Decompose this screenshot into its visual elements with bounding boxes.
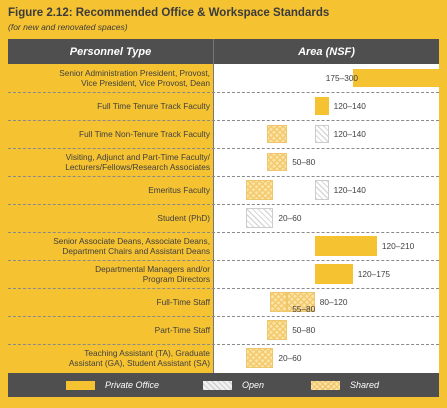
personnel-row-label: Teaching Assistant (TA), Graduate Assista… (68, 348, 210, 368)
legend-shared-label: Shared (350, 380, 380, 390)
legend-open-swatch (203, 380, 232, 390)
personnel-row-label: Part-Time Staff (154, 325, 210, 335)
legend-private-swatch (66, 380, 95, 390)
row-divider (8, 316, 439, 317)
personnel-type-header: Personnel Type (8, 39, 213, 64)
standards-table: Personnel Type Area (NSF) 175–300 120–140… (8, 39, 439, 397)
legend-open: Open (203, 373, 264, 397)
legend-shared-swatch (311, 380, 340, 390)
range-label: 50–80 (292, 157, 316, 167)
range-label: 120–140 (333, 129, 366, 139)
range-label: 20–60 (278, 213, 302, 223)
row-divider (8, 232, 439, 233)
legend-open-label: Open (242, 380, 265, 390)
shared-bar (266, 320, 288, 340)
row-divider (8, 176, 439, 177)
legend-shared: Shared (311, 373, 379, 397)
range-label: 120–210 (381, 241, 415, 251)
private-bar (314, 236, 377, 256)
open-bar (314, 180, 329, 200)
legend-private: Private Office (66, 373, 159, 397)
column-divider (213, 39, 214, 374)
open-bar (245, 208, 274, 228)
private-bar (314, 264, 353, 284)
shared-bar (287, 292, 315, 312)
open-bar (314, 125, 329, 143)
row-divider (8, 344, 439, 345)
plot-area: 175–300 120–140 120–140 50–80 120–140 20–60 12… (214, 64, 439, 374)
shared-bar (266, 153, 288, 171)
row-divider (8, 92, 439, 93)
personnel-row-label: Full Time Non-Tenure Track Faculty (79, 129, 210, 139)
figure-title: Figure 2.12: Recommended Office & Worksp… (8, 7, 330, 19)
row-divider (8, 260, 439, 261)
figure-subtitle: (for new and renovated spaces) (8, 22, 128, 32)
range-label: 80–120 (319, 297, 348, 307)
range-label: 20–60 (278, 353, 302, 363)
shared-bar (245, 180, 274, 200)
range-label: 120–140 (333, 185, 366, 195)
area-header: Area (NSF) (214, 39, 439, 64)
row-divider (8, 204, 439, 205)
personnel-row-label: Emeritus Faculty (148, 185, 210, 195)
range-label: 175–300 (325, 73, 359, 83)
legend: Private Office Open Shared (8, 373, 439, 397)
personnel-row-label: Visiting, Adjunct and Part-Time Faculty/… (65, 152, 210, 172)
personnel-row-label: Departmental Managers and/or Program Dire… (95, 264, 210, 284)
row-divider (8, 120, 439, 121)
personnel-row-label: Full Time Tenure Track Faculty (97, 101, 210, 111)
private-bar (352, 69, 439, 87)
range-label: 120–175 (357, 269, 391, 279)
range-label: 55–80 (292, 304, 316, 314)
range-label: 50–80 (292, 325, 316, 335)
personnel-row-label: Student (PhD) (157, 213, 210, 223)
private-bar (314, 97, 329, 115)
personnel-row-label: Senior Administration President, Provost… (59, 68, 210, 88)
personnel-row-label: Senior Associate Deans, Associate Deans,… (53, 236, 210, 256)
shared-bar (266, 125, 288, 143)
range-label: 120–140 (333, 101, 366, 111)
row-divider (8, 288, 439, 289)
shared-bar (245, 348, 274, 368)
shared-bar (269, 292, 288, 312)
row-divider (8, 148, 439, 149)
personnel-row-label: Full-Time Staff (156, 297, 210, 307)
legend-private-label: Private Office (105, 380, 160, 390)
